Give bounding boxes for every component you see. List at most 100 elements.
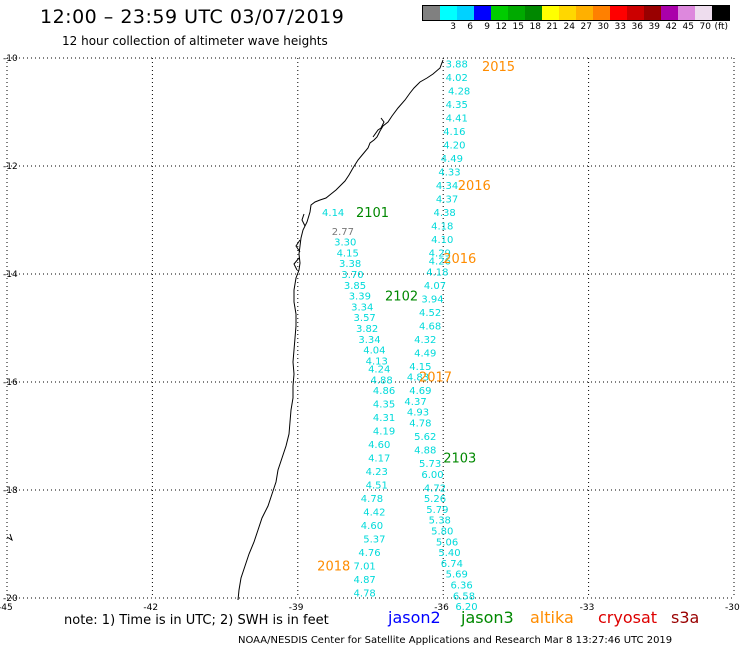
wave-height-value: 4.18	[426, 267, 448, 278]
pass-number-label: 2016	[458, 179, 491, 194]
wave-height-value: 7.01	[354, 562, 376, 573]
map-grid: -10 -12 -14 -16 -18 -20-45 -42 -39 -36 -33 -30	[0, 54, 740, 613]
color-scale-label: 45	[682, 22, 694, 32]
wave-height-value: 3.82	[356, 324, 378, 335]
lat-tick-label: -14	[3, 270, 18, 280]
color-swatch	[661, 6, 678, 20]
wave-height-value: 4.42	[363, 508, 385, 519]
wave-height-value: 4.38	[434, 208, 456, 219]
color-swatch	[610, 6, 627, 20]
footer-note: note: 1) Time is in UTC; 2) SWH is in fe…	[64, 613, 329, 628]
wave-height-value: 4.60	[361, 521, 383, 532]
wave-height-value: 3.38	[339, 259, 361, 270]
legend-item-cryosat: cryosat	[598, 608, 658, 627]
color-scale-label: 70	[699, 22, 711, 32]
color-swatch	[695, 6, 712, 20]
lat-tick-label: -16	[3, 378, 18, 388]
legend-item-altika: altika	[530, 608, 574, 627]
wave-height-value: 4.93	[407, 408, 429, 419]
wave-height-value: 4.86	[373, 386, 395, 397]
color-scale-label: 3	[450, 22, 456, 32]
color-swatch	[491, 6, 508, 20]
wave-height-value: 4.37	[404, 397, 426, 408]
page-title: 12:00 – 23:59 UTC 03/07/2019	[40, 6, 345, 28]
coastline-detail	[6, 117, 385, 542]
color-scale-label: 15	[512, 22, 524, 32]
wave-height-value: 4.78	[361, 494, 383, 505]
wave-height-value: 4.34	[436, 181, 458, 192]
color-scale-label: 6	[467, 22, 473, 32]
wave-height-value: 4.13	[366, 356, 388, 367]
wave-height-value: 5.40	[438, 548, 460, 559]
wave-height-value: 3.70	[341, 270, 363, 281]
wave-height-value: 4.35	[373, 400, 395, 411]
color-scale-label: 30	[597, 22, 609, 32]
wave-height-value: 4.18	[431, 221, 453, 232]
wave-height-value: 6.36	[450, 581, 472, 592]
wave-height-value: 4.49	[414, 348, 436, 359]
color-scale-label: 21	[546, 22, 558, 32]
wave-height-value: 3.88	[446, 59, 468, 70]
wave-height-value: 4.51	[366, 481, 388, 492]
wave-height-value: 4.83	[407, 373, 429, 384]
wave-height-value: 4.88	[371, 375, 393, 386]
lon-tick-label: -39	[289, 603, 304, 613]
lat-tick-label: -18	[3, 486, 18, 496]
color-scale-label: 42	[665, 22, 677, 32]
wave-height-value: 4.24	[368, 365, 390, 376]
color-scale-label: 24	[563, 22, 575, 32]
color-swatch	[576, 6, 593, 20]
color-scale-label: 9	[484, 22, 490, 32]
wave-height-value: 4.78	[354, 589, 376, 600]
color-swatch	[508, 6, 525, 20]
wave-height-value: 3.85	[344, 281, 366, 292]
color-swatch	[712, 6, 729, 20]
wave-height-value: 4.19	[373, 427, 395, 438]
wave-height-value: 4.16	[443, 127, 465, 138]
color-swatch	[423, 6, 440, 20]
color-scale-label: 27	[580, 22, 592, 32]
coastline	[237, 59, 444, 601]
legend-item-jason2: jason2	[388, 608, 441, 627]
lat-tick-label: -20	[3, 594, 18, 604]
color-swatch	[559, 6, 576, 20]
wave-height-value: 5.37	[363, 535, 385, 546]
pass-number-label: 2018	[317, 560, 350, 575]
wave-height-value: 2.77	[332, 227, 354, 238]
wave-height-value: 4.07	[424, 281, 446, 292]
wave-height-value: 4.28	[448, 86, 470, 97]
wave-height-value: 5.06	[436, 537, 458, 548]
wave-height-value: 4.37	[436, 194, 458, 205]
color-scale-label: 39	[648, 22, 660, 32]
wave-height-value: 4.26	[429, 257, 451, 268]
footer-credit: NOAA/NESDIS Center for Satellite Applica…	[238, 635, 673, 646]
pass-number-label: 2017	[419, 371, 452, 386]
wave-height-value: 4.88	[414, 446, 436, 457]
pass-number-label: 2103	[443, 452, 476, 467]
wave-height-value: 4.31	[373, 413, 395, 424]
page-subtitle: 12 hour collection of altimeter wave hei…	[62, 34, 328, 48]
color-swatch	[593, 6, 610, 20]
wave-height-value: 4.72	[424, 483, 446, 494]
lon-tick-label: -36	[434, 603, 449, 613]
pass-number-label: 2016	[443, 252, 476, 267]
wave-height-value: 3.34	[358, 335, 380, 346]
wave-height-value: 4.17	[368, 454, 390, 465]
wave-height-value: 6.74	[441, 559, 463, 570]
wave-height-value: 4.15	[337, 248, 359, 259]
wave-height-value: 4.23	[366, 467, 388, 478]
wave-height-value: 5.80	[431, 527, 453, 538]
color-swatch	[627, 6, 644, 20]
color-scale-label: 18	[529, 22, 541, 32]
lon-tick-label: -33	[580, 603, 595, 613]
wave-height-value: 5.62	[414, 432, 436, 443]
wave-height-value: 4.68	[419, 321, 441, 332]
color-swatch	[474, 6, 491, 20]
color-swatch	[644, 6, 661, 20]
wave-height-value: 3.57	[354, 313, 376, 324]
color-swatch	[542, 6, 559, 20]
wave-height-value: 4.10	[431, 235, 453, 246]
wave-height-value: 4.78	[409, 419, 431, 430]
wave-height-value: 4.76	[358, 548, 380, 559]
wave-height-value: 5.79	[426, 505, 448, 516]
